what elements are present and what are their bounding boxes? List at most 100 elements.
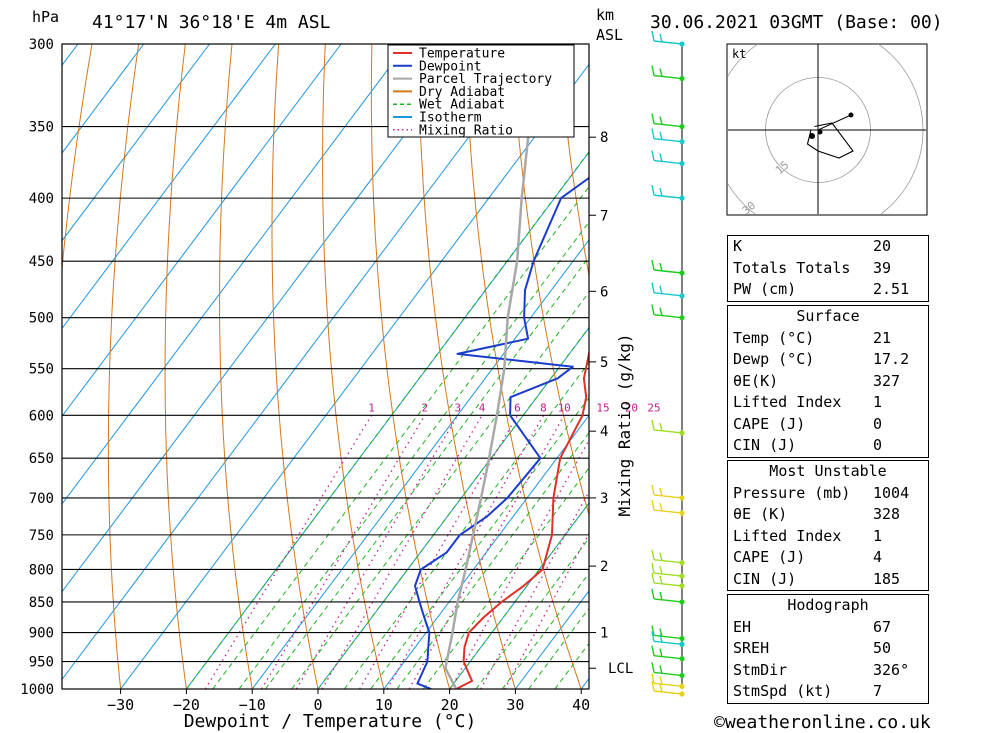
isotherm-line	[62, 44, 276, 330]
x-tick-label: −30	[107, 696, 134, 714]
dry-adiabat-line	[932, 44, 1000, 689]
hodo-row-sreh: SREH 50	[733, 639, 892, 657]
isotherm-line	[62, 44, 539, 681]
height-tick-label: 1	[600, 626, 608, 642]
mixing-ratio-line	[204, 414, 373, 689]
most-unstable-table: Most Unstable Pressure (mb) 1004 θE (K) 32…	[727, 460, 929, 591]
legend-box	[387, 44, 575, 138]
height-tick-label: 2	[600, 559, 608, 575]
mixing-ratio-tick-label: 8	[540, 401, 547, 414]
mixing-ratio-tick-label: 4	[479, 401, 486, 414]
wind-barb	[651, 680, 685, 697]
isotherm-line	[185, 151, 589, 689]
isotherm-line	[120, 63, 589, 689]
pressure-tick-label: 800	[29, 562, 54, 578]
hodo-row-eh: EH 67	[733, 617, 892, 636]
surface-table: Surface Temp (°C) 21 Dewp (°C) 17.2 θE(K) 3…	[727, 305, 929, 458]
wind-barb	[651, 645, 685, 662]
isotherm-line	[251, 239, 589, 689]
height-tick-label: 3	[600, 491, 608, 507]
mixing-ratio-line	[321, 414, 483, 689]
height-tick-label: 7	[600, 208, 608, 224]
wind-barb	[651, 419, 685, 436]
pressure-tick-label: 750	[29, 528, 54, 544]
mixing-ratio-line	[449, 438, 589, 689]
dry-adiabat-line	[164, 44, 187, 689]
isotherm-line	[62, 44, 145, 154]
pressure-tick-label: 550	[29, 362, 54, 378]
wet-adiabat-line	[528, 607, 589, 689]
x-tick-label: −10	[239, 696, 266, 714]
wet-adiabat-line	[449, 502, 589, 689]
pressure-tick-label: 700	[29, 491, 54, 507]
wind-barb	[651, 673, 685, 689]
isotherm-line	[62, 44, 342, 418]
pressure-tick-label: 350	[29, 120, 54, 136]
dry-adiabat-line	[219, 44, 253, 689]
wet-adiabat-line	[238, 221, 589, 689]
x-tick-label: 0	[313, 696, 322, 714]
height-tick-label: 8	[600, 130, 608, 146]
mu-row-cape: CAPE (J) 4	[733, 548, 883, 566]
wind-barb	[651, 588, 685, 605]
dry-adiabat-line	[62, 44, 93, 275]
hodograph-table-title: Hodograph	[787, 596, 869, 614]
pressure-tick-label: 600	[29, 408, 54, 424]
isotherm-line	[317, 326, 589, 689]
legend-label: Dewpoint	[419, 59, 482, 74]
dry-adiabat-line	[418, 44, 516, 689]
hodograph-unit-label: kt	[732, 47, 746, 61]
surface-row-dewp: Dewp (°C) 17.2	[733, 350, 910, 368]
wet-adiabat-line	[475, 537, 589, 689]
hodograph-mean-vector	[817, 114, 852, 131]
hodograph-origin-point	[817, 129, 823, 135]
x-tick-label: 40	[572, 696, 590, 714]
legend-label: Wet Adiabat	[419, 98, 505, 113]
wind-barb	[651, 30, 685, 47]
height-tick-label: 6	[600, 284, 608, 300]
wind-barb	[651, 662, 685, 679]
mixing-ratio-tick-label: 3	[454, 401, 461, 414]
indices-row-pw: PW (cm) 2.51	[733, 280, 910, 298]
surface-row-thetae: θE(K) 327	[733, 371, 901, 390]
legend-label: Dry Adiabat	[419, 85, 505, 100]
wind-barb	[651, 499, 685, 516]
pressure-tick-label: 500	[29, 311, 54, 327]
wind-barb	[651, 631, 685, 647]
mixing-ratio-tick-label: 15	[596, 401, 609, 414]
surface-title: Surface	[796, 307, 860, 325]
wind-barb	[651, 562, 685, 579]
hodo-row-stmspd: StmSpd (kt) 7	[733, 682, 883, 700]
pressure-unit-label: hPa	[32, 8, 59, 26]
mixing-ratio-tick-label: 25	[647, 401, 660, 414]
height-tick-label: 5	[600, 355, 608, 371]
wind-barb	[651, 282, 685, 299]
mixing-ratio-tick-label: 10	[558, 401, 571, 414]
x-axis-title: Dewpoint / Temperature (°C)	[184, 711, 477, 732]
x-tick-label: −20	[173, 696, 200, 714]
mu-row-cin: CIN (J) 185	[733, 569, 901, 588]
pressure-tick-label: 300	[29, 37, 54, 53]
mixing-ratio-line	[260, 414, 426, 689]
legend-label: Mixing Ratio	[419, 123, 513, 138]
pressure-tick-label: 650	[29, 451, 54, 467]
height-unit-asl-label: ASL	[596, 26, 623, 44]
isotherm-line	[62, 44, 474, 593]
height-tick-label: 4	[600, 424, 608, 440]
parcel-trajectory-line	[444, 44, 537, 689]
mixing-ratio-tick-label: 2	[422, 401, 429, 414]
hodo-row-stmdir: StmDir 326°	[733, 660, 910, 679]
x-tick-label: 30	[506, 696, 524, 714]
datetime-label: 30.06.2021 03GMT (Base: 00)	[650, 12, 943, 33]
hodograph-ring-label: 45	[706, 239, 725, 257]
hodograph-table: Hodograph EH 67 SREH 50 StmDir 326° StmSpd …	[727, 594, 929, 704]
hodograph-mean-point	[848, 112, 854, 118]
lcl-label: LCL	[608, 661, 633, 677]
surface-row-cin: CIN (J) 0	[733, 436, 883, 454]
x-tick-label: 20	[441, 696, 459, 714]
wind-barb	[651, 150, 685, 167]
pressure-tick-label: 950	[29, 655, 54, 671]
hodograph-storm-motion-point	[809, 133, 815, 139]
